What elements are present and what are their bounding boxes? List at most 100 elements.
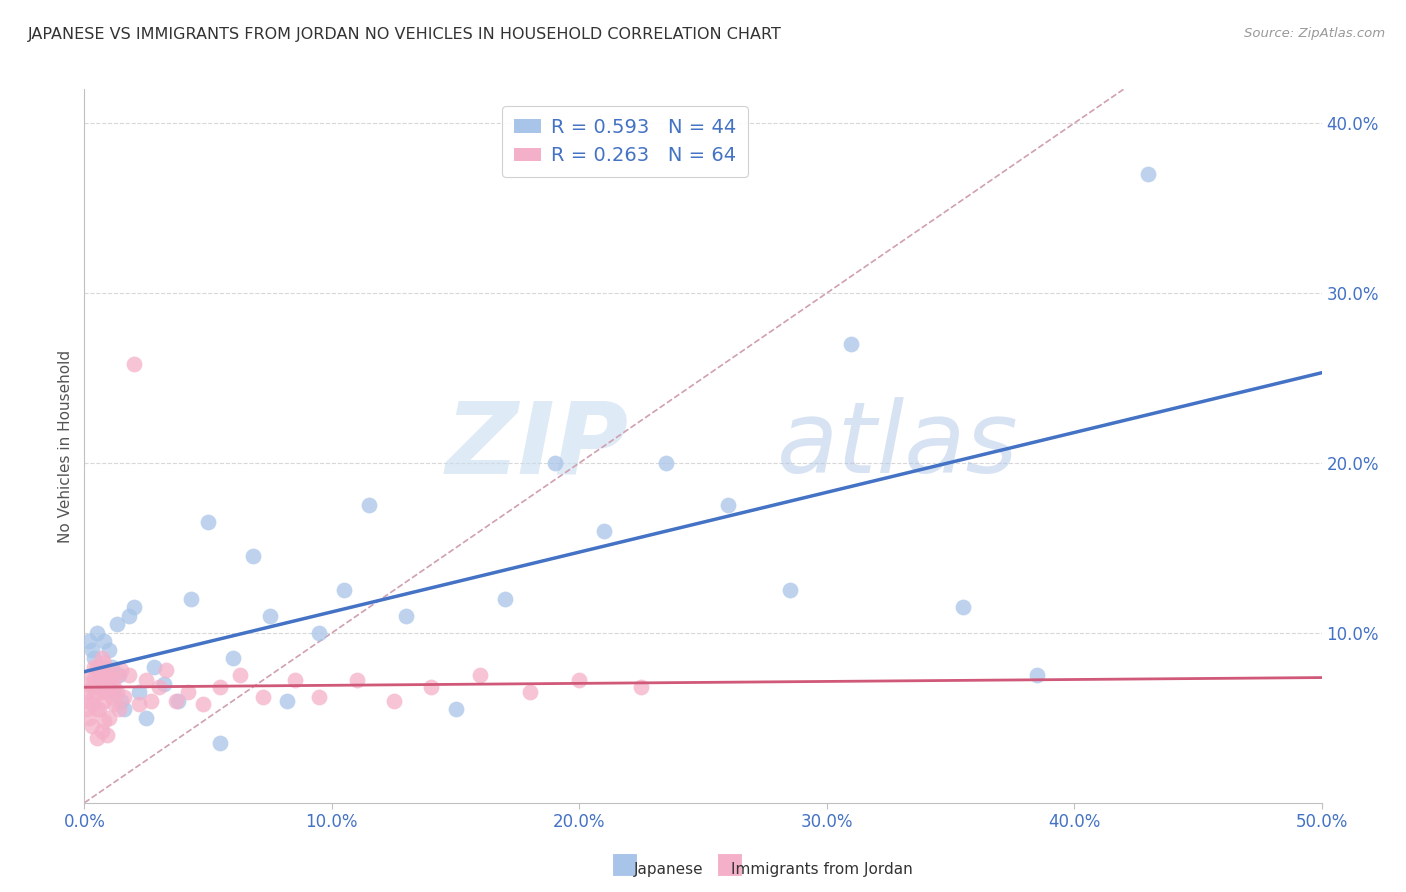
Point <box>108 702 131 716</box>
Point <box>103 685 125 699</box>
Point <box>80 698 103 712</box>
Point <box>80 719 103 733</box>
Point <box>76 702 98 716</box>
Point <box>90 651 112 665</box>
Point <box>717 499 740 513</box>
Point <box>841 337 863 351</box>
Point <box>83 660 105 674</box>
Point <box>276 694 298 708</box>
Point <box>308 626 330 640</box>
Point <box>79 694 101 708</box>
Point <box>568 673 591 688</box>
Point <box>98 680 121 694</box>
Point <box>108 668 131 682</box>
Point <box>252 690 274 705</box>
Point <box>83 672 105 686</box>
Point <box>79 634 101 648</box>
Point <box>96 685 118 699</box>
Point <box>543 456 565 470</box>
Point <box>98 711 121 725</box>
Point <box>86 677 108 691</box>
Point <box>112 702 135 716</box>
Point <box>191 698 214 712</box>
Point <box>98 663 121 677</box>
Point <box>86 660 108 674</box>
Point <box>395 608 418 623</box>
Point <box>100 690 122 705</box>
Point <box>93 657 115 671</box>
Point <box>83 689 105 703</box>
Point <box>346 673 368 688</box>
Point <box>155 663 177 677</box>
Point <box>103 680 125 694</box>
Point <box>122 358 145 372</box>
Point <box>93 714 115 729</box>
Point <box>141 694 163 708</box>
Point <box>86 626 108 640</box>
Point <box>382 694 405 708</box>
Point <box>152 677 174 691</box>
Point <box>1026 668 1049 682</box>
Point <box>1137 167 1160 181</box>
Point <box>952 600 974 615</box>
Text: atlas: atlas <box>778 398 1019 494</box>
Point <box>259 608 281 623</box>
Y-axis label: No Vehicles in Household: No Vehicles in Household <box>58 350 73 542</box>
Point <box>444 702 467 716</box>
Point <box>96 668 118 682</box>
Point <box>93 634 115 648</box>
Point <box>76 685 98 699</box>
Point <box>229 668 252 682</box>
Point <box>655 456 678 470</box>
Point <box>122 600 145 615</box>
Point <box>142 660 165 674</box>
Point <box>110 694 132 708</box>
Point <box>79 711 101 725</box>
Point <box>197 516 219 530</box>
Point <box>135 711 157 725</box>
Point <box>100 660 122 674</box>
Point <box>112 690 135 705</box>
Point <box>308 690 330 705</box>
Point <box>89 680 111 694</box>
Point <box>494 591 516 606</box>
Point <box>86 702 108 716</box>
Point <box>128 685 150 699</box>
Point <box>593 524 616 538</box>
Point <box>470 668 492 682</box>
Point <box>100 673 122 688</box>
Point <box>96 677 118 691</box>
Point <box>80 680 103 694</box>
Point <box>209 680 232 694</box>
Point <box>105 668 128 682</box>
Point <box>110 663 132 677</box>
Point <box>209 736 232 750</box>
Point <box>90 668 112 682</box>
Point <box>98 643 121 657</box>
Text: JAPANESE VS IMMIGRANTS FROM JORDAN NO VEHICLES IN HOUSEHOLD CORRELATION CHART: JAPANESE VS IMMIGRANTS FROM JORDAN NO VE… <box>28 27 782 42</box>
Text: Source: ZipAtlas.com: Source: ZipAtlas.com <box>1244 27 1385 40</box>
Point <box>135 673 157 688</box>
Point <box>80 668 103 682</box>
Point <box>89 702 111 716</box>
Text: ZIP: ZIP <box>446 398 628 494</box>
Point <box>89 668 111 682</box>
Point <box>180 591 202 606</box>
Point <box>118 608 141 623</box>
Point <box>93 694 115 708</box>
Point <box>90 660 112 674</box>
Point <box>105 617 128 632</box>
Point <box>90 724 112 739</box>
Point <box>419 680 441 694</box>
Point <box>357 499 380 513</box>
Point <box>105 685 128 699</box>
Point <box>90 685 112 699</box>
Text: Japanese: Japanese <box>633 863 703 877</box>
Point <box>96 728 118 742</box>
Point <box>242 549 264 564</box>
Point <box>167 694 190 708</box>
Point <box>80 643 103 657</box>
Point <box>93 673 115 688</box>
Point <box>86 731 108 746</box>
Point <box>222 651 245 665</box>
